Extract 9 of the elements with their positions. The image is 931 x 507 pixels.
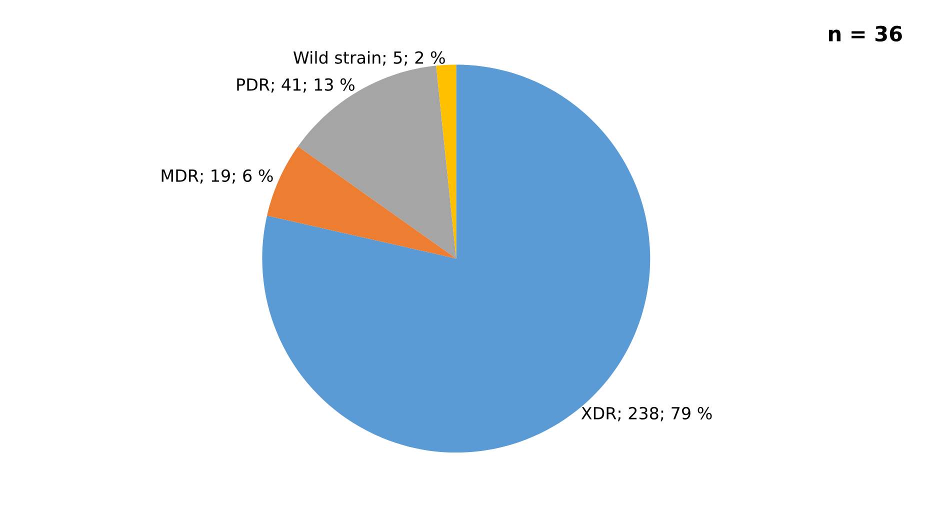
slice-label: MDR xyxy=(162,170,198,182)
slice-label: Wild strain xyxy=(294,50,380,64)
text: n = 36 xyxy=(829,26,902,42)
data-label: ; 41; 13 % xyxy=(271,78,354,93)
data-label: ; 19; 6 % xyxy=(200,169,273,184)
data-label: ; 5; 2 % xyxy=(382,51,445,66)
data-label: ; 238; 79 % xyxy=(618,406,712,422)
slice-label: PDR xyxy=(237,78,270,91)
slice-label: XDR xyxy=(581,407,616,420)
